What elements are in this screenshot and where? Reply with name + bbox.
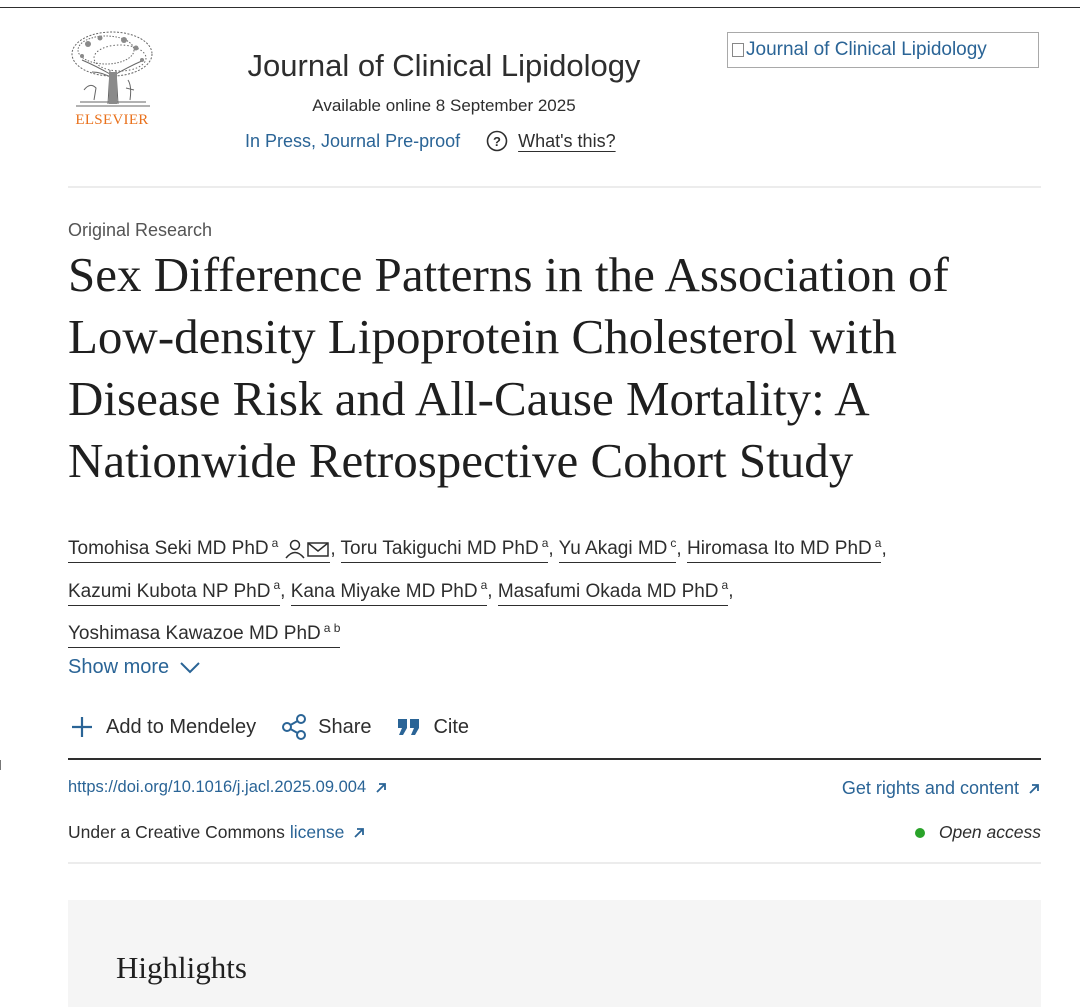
journal-status-row: In Press, Journal Pre-proof ? What's thi… [245,128,616,154]
journal-cover-alt-text: Journal of Clinical Lipidology [746,39,987,60]
header-divider [68,186,1041,188]
edge-mark [0,760,4,770]
cite-button[interactable]: Cite [395,713,469,741]
author-affiliation: a [480,578,488,593]
svg-text:?: ? [493,134,501,149]
author-affiliation: a b [323,620,341,635]
add-to-mendeley-label: Add to Mendeley [106,715,257,738]
license-prefix: Under a Creative Commons [68,822,285,842]
author-name: Toru Takiguchi MD PhD [340,538,539,560]
share-icon [282,714,307,740]
author-name: Hiromasa Ito MD PhD [686,538,872,560]
info-divider [68,862,1041,864]
author-link[interactable]: Kana Miyake MD PhD a [290,578,488,606]
broken-image-icon [732,43,744,57]
license-link[interactable]: license [290,822,366,843]
author-separator: , [548,538,554,560]
open-access-badge: Open access [914,822,1041,843]
doi-link[interactable]: https://doi.org/10.1016/j.jacl.2025.09.0… [68,778,388,797]
author-link[interactable]: Yoshimasa Kawazoe MD PhD a b [68,620,341,648]
author-affiliation: a [273,578,281,593]
author-separator: , [330,538,336,560]
external-link-icon [354,827,365,838]
share-label: Share [318,715,372,738]
author-link[interactable]: Tomohisa Seki MD PhD a [68,536,331,564]
get-rights-link[interactable]: Get rights and content [842,778,1041,799]
external-link-icon [376,782,387,793]
author-name: Yu Akagi MD [558,538,668,560]
author-separator: , [676,538,682,560]
show-more-label: Show more [68,656,170,678]
highlights-section: Highlights [68,900,1041,1007]
chevron-down-icon [180,661,200,673]
elsevier-logo[interactable]: ELSEVIER [66,30,158,134]
article-type: Original Research [68,220,213,240]
article-title: Sex Difference Patterns in the Associati… [68,247,949,488]
actions-divider [68,758,1041,760]
add-to-mendeley-button[interactable]: Add to Mendeley [68,713,256,741]
whats-this-link[interactable]: What's this? [518,130,616,151]
quote-icon [398,719,420,735]
get-rights-label: Get rights and content [841,778,1019,798]
in-press-link[interactable]: In Press, Journal Pre-proof [245,130,461,151]
author-separator: , [881,538,887,560]
author-name: Kana Miyake MD PhD [290,580,478,602]
cite-label: Cite [433,715,470,738]
license-link-label: license [289,822,345,842]
journal-cover-image[interactable]: Journal of Clinical Lipidology [727,32,1039,68]
plus-icon [72,717,92,737]
author-name: Tomohisa Seki MD PhD [68,538,269,560]
help-icon[interactable]: ? [486,130,508,152]
author-affiliation: a [541,536,549,550]
article-actions: Add to Mendeley Share Cite [68,713,493,741]
show-more-button[interactable]: Show more [68,656,201,679]
author-link[interactable]: Yu Akagi MD c [558,536,677,564]
available-online-date: Available online 8 September 2025 [312,96,576,115]
external-link-icon [1029,783,1039,794]
author-affiliation: a [874,536,882,550]
person-icon [285,540,305,559]
author-name: Yoshimasa Kawazoe MD PhD [68,622,321,644]
doi-text: https://doi.org/10.1016/j.jacl.2025.09.0… [68,778,367,796]
elsevier-wordmark: ELSEVIER [75,112,149,128]
author-list: Tomohisa Seki MD PhD a, Toru Takiguchi MD… [68,525,1053,652]
envelope-icon [307,542,330,558]
author-name: Kazumi Kubota NP PhD [68,580,271,602]
license-info: Under a Creative Commons license [68,822,366,843]
author-name: Masafumi Okada MD PhD [497,580,719,602]
author-link[interactable]: Toru Takiguchi MD PhD a [340,536,549,564]
author-separator: , [487,580,493,602]
author-affiliation: a [721,578,729,593]
highlights-heading: Highlights [116,950,247,985]
author-contact-icons [284,531,330,567]
author-link[interactable]: Kazumi Kubota NP PhD a [68,578,281,606]
author-separator: , [728,580,734,602]
author-link[interactable]: Masafumi Okada MD PhD a [497,578,729,606]
author-affiliation: c [670,536,677,550]
author-separator: , [280,580,286,602]
journal-title[interactable]: Journal of Clinical Lipidology [247,48,641,83]
share-button[interactable]: Share [280,713,371,741]
author-link[interactable]: Hiromasa Ito MD PhD a [686,536,882,564]
open-access-dot-icon [914,827,925,838]
open-access-label: Open access [938,822,1041,842]
top-border [0,7,1080,8]
elsevier-tree-icon [71,31,153,107]
author-affiliation: a [271,536,279,550]
